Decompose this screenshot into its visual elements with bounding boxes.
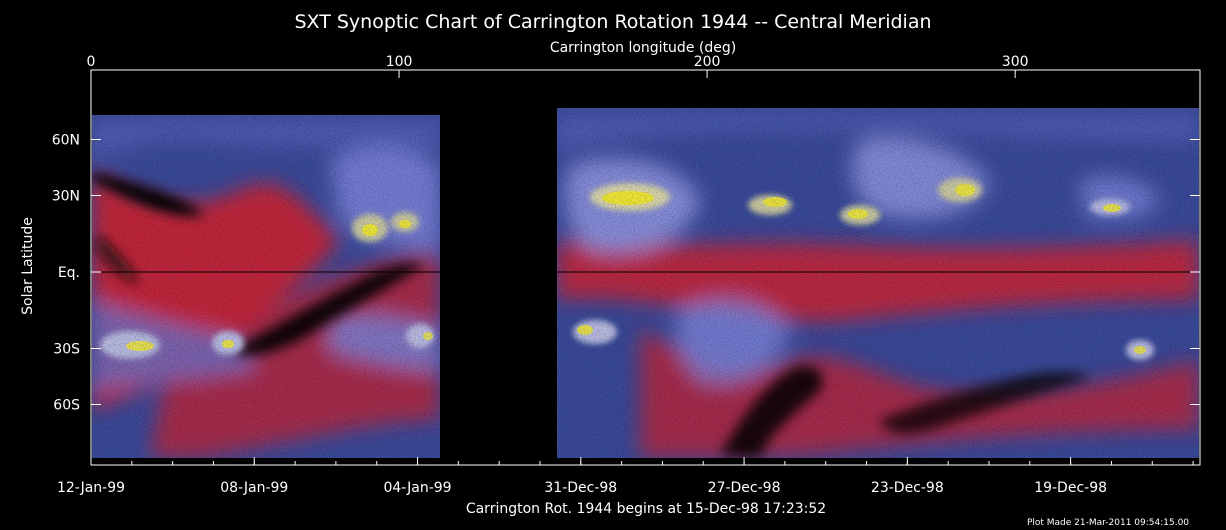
y-axis-ticks: 60N 30N Eq. 30S 60S <box>52 132 1200 414</box>
synoptic-data-left <box>92 115 440 458</box>
date-tick-label: 12-Jan-99 <box>57 480 125 496</box>
plot-frame <box>90 69 1201 466</box>
top-tick-label: 200 <box>694 54 721 70</box>
y-tick-label: 30N <box>52 189 80 205</box>
bottom-label: Carrington Rot. 1944 begins at 15-Dec-98… <box>466 501 826 517</box>
synoptic-data-right <box>557 108 1199 458</box>
date-tick-label: 23-Dec-98 <box>871 480 944 496</box>
date-tick-label: 31-Dec-98 <box>544 480 617 496</box>
date-tick-label: 27-Dec-98 <box>708 480 781 496</box>
date-tick-label: 08-Jan-99 <box>220 480 288 496</box>
date-tick-label: 19-Dec-98 <box>1034 480 1107 496</box>
top-tick-label: 100 <box>386 54 413 70</box>
y-tick-label: 30S <box>53 342 80 358</box>
top-axis-ticks: 0 100 200 300 <box>87 54 1029 78</box>
date-tick-label: 04-Jan-99 <box>383 480 451 496</box>
top-tick-label: 300 <box>1002 54 1029 70</box>
y-axis-label: Solar Latitude <box>20 217 36 315</box>
top-tick-label: 0 <box>87 54 96 70</box>
y-tick-label: 60N <box>52 132 80 148</box>
y-tick-label: Eq. <box>58 265 80 281</box>
y-tick-label: 60S <box>53 398 80 414</box>
plot-footer: Plot Made 21-Mar-2011 09:54:15.00 <box>1027 518 1189 528</box>
date-axis-ticks: 12-Jan-99 08-Jan-99 04-Jan-99 31-Dec-98 27-D… <box>57 457 1194 496</box>
chart-title: SXT Synoptic Chart of Carrington Rotatio… <box>294 11 931 33</box>
top-axis-label: Carrington longitude (deg) <box>550 40 736 56</box>
